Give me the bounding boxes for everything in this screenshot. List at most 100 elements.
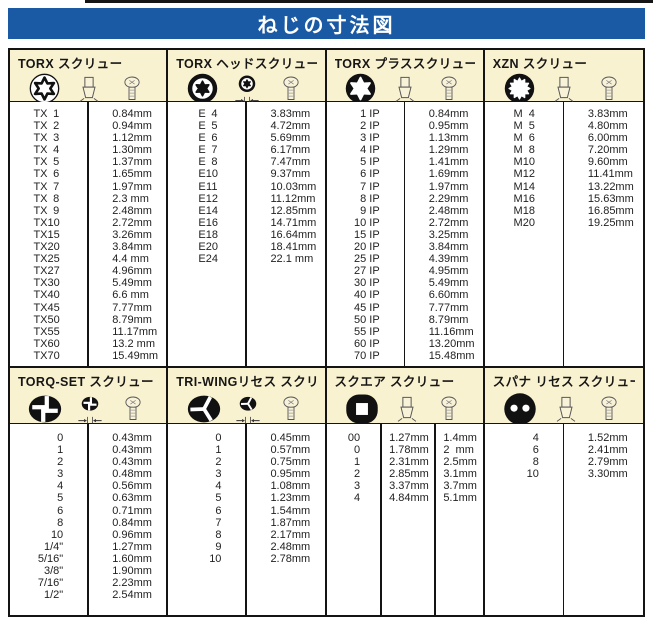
table-cell: 1.27mm bbox=[389, 432, 429, 444]
table-cell: E bbox=[198, 108, 206, 120]
panel-tri-wing: TRI-WINGリセス スクリュー 00.45mm10.57mm20.75mm3… bbox=[168, 368, 327, 615]
table-cell: 1 bbox=[57, 444, 64, 457]
table-cell: 3 bbox=[215, 468, 222, 481]
table-cell: 25 IP bbox=[354, 253, 380, 266]
table-cell: 20 bbox=[522, 216, 535, 229]
table-cell: TX bbox=[33, 313, 48, 326]
table-row: 3/8" 1.90mm bbox=[10, 565, 166, 577]
table-cell: 2.17mm bbox=[270, 528, 311, 541]
table-cell: 7.77mm bbox=[112, 301, 152, 314]
table-cell: 40 bbox=[47, 289, 60, 302]
table-cell: 2.85mm bbox=[389, 468, 429, 481]
table-cell: 7.47mm bbox=[270, 156, 311, 169]
table-row: TX 3 1.12mm bbox=[10, 132, 166, 144]
table-cell: 2.72mm bbox=[428, 216, 469, 229]
table-row: E 4 3.83mm bbox=[168, 108, 324, 120]
size-table: 1 IP 0.84mm 2 IP 0.95mm 3 IP 1.13mm 4 IP 1.29mm… bbox=[326, 102, 483, 366]
table-cell: 00 bbox=[347, 432, 361, 444]
table-cell: 15.49mm bbox=[112, 349, 159, 362]
table-cell: 1.13mm bbox=[428, 132, 469, 145]
table-cell: 0.43mm bbox=[112, 432, 152, 444]
table-cell: TX bbox=[33, 216, 48, 229]
table-cell: 9 IP bbox=[360, 204, 380, 217]
table-cell: 14 bbox=[205, 204, 218, 217]
table-cell: TX bbox=[33, 132, 48, 145]
table-row: 40 IP 6.60mm bbox=[327, 289, 483, 301]
table-cell: 1.08mm bbox=[270, 480, 311, 493]
table-row: 4 1.52mm bbox=[485, 432, 643, 444]
table-row: 4 1.08mm bbox=[168, 480, 324, 492]
table-row: TX 70 15.49mm bbox=[10, 350, 166, 362]
table-row: TX 55 11.17mm bbox=[10, 326, 166, 338]
table-row: E 16 14.71mm bbox=[168, 217, 324, 229]
table-cell: 1.97mm bbox=[112, 180, 152, 193]
table-cell: 4.4 mm bbox=[112, 253, 149, 266]
table-row: TX 7 1.97mm bbox=[10, 181, 166, 193]
table-row: 4 0.56mm bbox=[10, 480, 166, 492]
table-row: 5 0.63mm bbox=[10, 492, 166, 504]
table-row: 7 1.87mm bbox=[168, 517, 324, 529]
table-cell: 3 IP bbox=[360, 132, 380, 145]
table-row: 2 IP 0.95mm bbox=[327, 120, 483, 132]
table-cell: 3.84mm bbox=[112, 241, 152, 254]
table-cell: 3.25mm bbox=[428, 228, 469, 241]
table-cell: 2.3 mm bbox=[112, 192, 149, 205]
table-row: TX 60 13.2 mm bbox=[10, 338, 166, 350]
torx-plus-recess-icon bbox=[345, 73, 376, 104]
table-cell: 2.23mm bbox=[112, 577, 152, 590]
table-cell: 4 bbox=[211, 108, 218, 120]
table-cell: 6 bbox=[532, 444, 539, 457]
panel-icons bbox=[176, 390, 316, 427]
table-cell: 6 bbox=[215, 504, 222, 517]
panel-header: スクエア スクリュー bbox=[326, 368, 483, 424]
torx-external-head-icon bbox=[187, 73, 218, 104]
table-row: 1 2.31mm 2.5mm bbox=[327, 456, 483, 468]
table-cell: 12 bbox=[522, 168, 535, 181]
table-row: M 20 19.25mm bbox=[485, 217, 643, 229]
table-cell: 1 bbox=[353, 456, 361, 469]
table-cell: E bbox=[198, 241, 206, 254]
table-row: 5/16" 1.60mm bbox=[10, 553, 166, 565]
table-cell: 45 bbox=[47, 301, 60, 314]
table-row: E 6 5.69mm bbox=[168, 132, 324, 144]
table-row: M 16 15.63mm bbox=[485, 193, 643, 205]
table-row: TX 40 6.6 mm bbox=[10, 289, 166, 301]
table-cell: 1.12mm bbox=[112, 132, 152, 145]
table-cell: 25 bbox=[47, 253, 60, 266]
screw-side-icon bbox=[594, 74, 624, 104]
panel-icons bbox=[18, 72, 158, 105]
table-cell: 5.49mm bbox=[428, 277, 469, 290]
table-cell: 60 bbox=[47, 337, 60, 350]
panel-spanner: スパナ リセス スクリュー 4 1.52mm 6 2.41mm 8 2.79mm 10 3.3… bbox=[484, 368, 643, 615]
table-cell: 70 bbox=[47, 349, 60, 362]
table-row: TX 50 8.79mm bbox=[10, 314, 166, 326]
table-row: 8 2.79mm bbox=[485, 456, 643, 468]
table-row: TX 2 0.94mm bbox=[10, 120, 166, 132]
table-cell: TX bbox=[33, 120, 48, 133]
table-cell: 3 bbox=[353, 480, 361, 493]
table-cell: 4.96mm bbox=[112, 265, 152, 278]
table-row: 55 IP 11.16mm bbox=[327, 326, 483, 338]
table-cell: 7 bbox=[53, 180, 60, 193]
table-cell: 7 bbox=[211, 144, 218, 157]
table-row: TX 10 2.72mm bbox=[10, 217, 166, 229]
table-cell: 4.80mm bbox=[587, 120, 628, 133]
table-cell: 3 bbox=[57, 468, 64, 481]
table-cell: 4 bbox=[57, 480, 64, 493]
table-cell: 1 bbox=[215, 444, 222, 457]
panel-header: TRI-WINGリセス スクリュー bbox=[168, 368, 325, 427]
table-cell: 6.60mm bbox=[428, 289, 469, 302]
table-cell: M bbox=[513, 108, 523, 120]
table-cell: 4 bbox=[215, 480, 222, 493]
table-cell: 8 IP bbox=[360, 192, 380, 205]
table-cell: 2.48mm bbox=[428, 204, 469, 217]
table-cell: TX bbox=[33, 325, 48, 338]
table-cell: 1/2" bbox=[43, 589, 64, 602]
table-cell: 6 bbox=[53, 168, 60, 181]
panel-torx: TORX スクリュー TX 1 0.84mm TX 2 0.94mm TX 3 1.12mm TX… bbox=[10, 50, 169, 368]
page-title-banner: ねじの寸法図 bbox=[8, 8, 645, 39]
table-row: 10 2.78mm bbox=[168, 553, 324, 565]
table-cell: 3.84mm bbox=[428, 241, 469, 254]
table-cell: 0 bbox=[353, 444, 361, 457]
